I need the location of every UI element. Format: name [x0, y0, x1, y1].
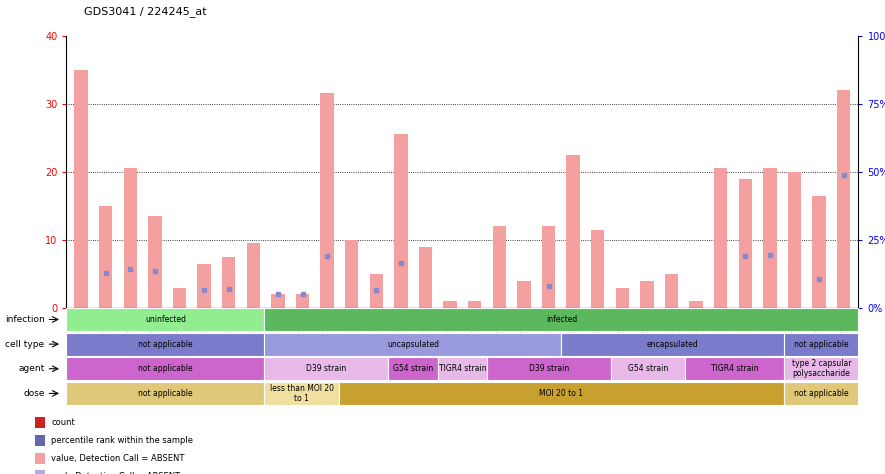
- Text: rank, Detection Call = ABSENT: rank, Detection Call = ABSENT: [51, 472, 181, 474]
- Text: type 2 capsular
polysaccharide: type 2 capsular polysaccharide: [791, 359, 851, 378]
- Bar: [339, 382, 784, 405]
- Text: agent: agent: [19, 365, 44, 373]
- Bar: [66, 357, 265, 380]
- Bar: [370, 274, 383, 308]
- Bar: [561, 333, 784, 356]
- Bar: [784, 357, 858, 380]
- Bar: [394, 134, 408, 308]
- Text: infection: infection: [4, 315, 44, 324]
- Bar: [784, 382, 858, 405]
- Bar: [438, 357, 487, 380]
- Bar: [837, 90, 850, 308]
- Text: not applicable: not applicable: [138, 389, 193, 398]
- Bar: [616, 288, 629, 308]
- Bar: [591, 230, 604, 308]
- Bar: [66, 333, 265, 356]
- Text: encapsulated: encapsulated: [647, 340, 698, 348]
- Text: cell type: cell type: [5, 340, 44, 348]
- Bar: [35, 453, 45, 464]
- Text: uninfected: uninfected: [145, 315, 186, 324]
- Text: TIGR4 strain: TIGR4 strain: [439, 365, 486, 373]
- Bar: [265, 308, 858, 331]
- Bar: [517, 281, 531, 308]
- Bar: [493, 227, 506, 308]
- Bar: [265, 382, 339, 405]
- Bar: [74, 70, 88, 308]
- Text: uncapsulated: uncapsulated: [387, 340, 439, 348]
- Bar: [542, 227, 555, 308]
- Bar: [265, 357, 389, 380]
- Bar: [566, 155, 580, 308]
- Bar: [173, 288, 187, 308]
- Text: less than MOI 20
to 1: less than MOI 20 to 1: [270, 384, 334, 403]
- Bar: [784, 333, 858, 356]
- Text: D39 strain: D39 strain: [306, 365, 346, 373]
- Text: MOI 20 to 1: MOI 20 to 1: [540, 389, 583, 398]
- Bar: [468, 301, 481, 308]
- Bar: [197, 264, 211, 308]
- Text: dose: dose: [23, 389, 44, 398]
- Bar: [714, 168, 727, 308]
- Text: count: count: [51, 418, 75, 427]
- Bar: [320, 93, 334, 308]
- Bar: [66, 308, 265, 331]
- Bar: [419, 247, 432, 308]
- Bar: [35, 435, 45, 446]
- Bar: [640, 281, 654, 308]
- Text: not applicable: not applicable: [794, 340, 849, 348]
- Bar: [685, 357, 784, 380]
- Text: not applicable: not applicable: [138, 340, 193, 348]
- Text: G54 strain: G54 strain: [628, 365, 668, 373]
- Text: TIGR4 strain: TIGR4 strain: [711, 365, 758, 373]
- Bar: [665, 274, 678, 308]
- Bar: [271, 294, 285, 308]
- Bar: [296, 294, 309, 308]
- Bar: [443, 301, 457, 308]
- Bar: [738, 179, 752, 308]
- Bar: [487, 357, 611, 380]
- Bar: [265, 333, 561, 356]
- Text: value, Detection Call = ABSENT: value, Detection Call = ABSENT: [51, 454, 185, 463]
- Bar: [99, 206, 112, 308]
- Bar: [763, 168, 777, 308]
- Bar: [689, 301, 703, 308]
- Bar: [788, 172, 801, 308]
- Text: G54 strain: G54 strain: [393, 365, 433, 373]
- Bar: [812, 196, 826, 308]
- Bar: [389, 357, 438, 380]
- Text: GDS3041 / 224245_at: GDS3041 / 224245_at: [84, 6, 207, 17]
- Bar: [35, 470, 45, 474]
- Text: infected: infected: [546, 315, 577, 324]
- Bar: [66, 382, 265, 405]
- Bar: [345, 240, 358, 308]
- Bar: [222, 257, 235, 308]
- Bar: [611, 357, 685, 380]
- Text: percentile rank within the sample: percentile rank within the sample: [51, 436, 193, 445]
- Text: not applicable: not applicable: [138, 365, 193, 373]
- Text: not applicable: not applicable: [794, 389, 849, 398]
- Bar: [148, 216, 162, 308]
- Bar: [247, 243, 260, 308]
- Bar: [35, 417, 45, 428]
- Bar: [124, 168, 137, 308]
- Text: D39 strain: D39 strain: [529, 365, 569, 373]
